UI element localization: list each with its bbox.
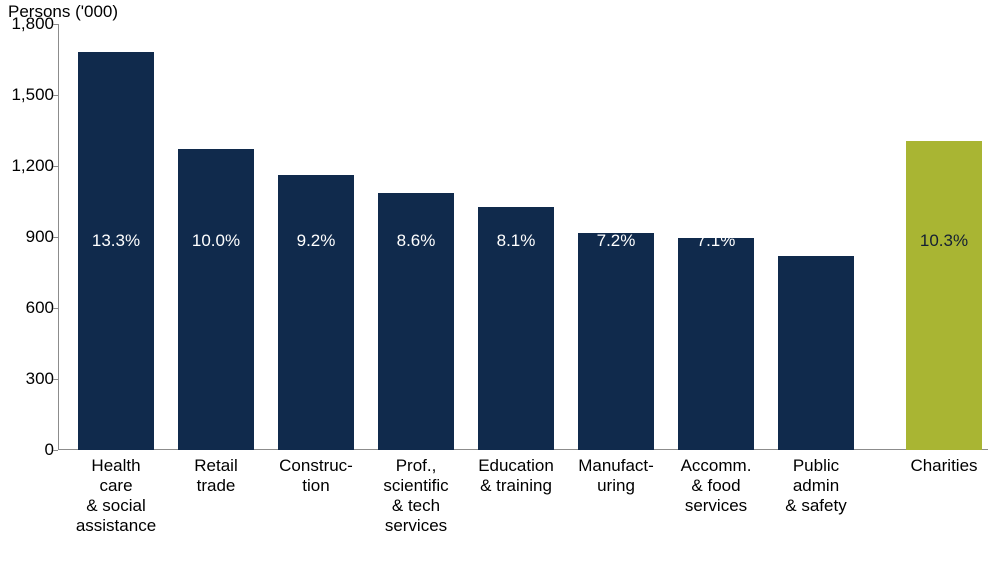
bar: [906, 141, 982, 450]
bar: [78, 52, 154, 450]
category-label: Retailtrade: [166, 456, 266, 496]
category-label: Accomm.& foodservices: [666, 456, 766, 516]
bar: [778, 256, 854, 450]
category-label: Publicadmin& safety: [766, 456, 866, 516]
y-tick-mark: [53, 24, 58, 25]
bar: [178, 149, 254, 450]
y-tick-label: 1,200: [4, 156, 54, 176]
bar: [578, 233, 654, 450]
y-tick-label: 900: [4, 227, 54, 247]
bar-percent-label: 6.5%: [778, 231, 854, 251]
bar: [478, 207, 554, 450]
y-tick-label: 1,500: [4, 85, 54, 105]
y-tick-label: 300: [4, 369, 54, 389]
bar: [678, 238, 754, 450]
plot-area: 13.3%10.0%9.2%8.6%8.1%7.2%7.1%6.5%10.3%: [58, 24, 988, 450]
y-tick-mark: [53, 379, 58, 380]
employment-bar-chart: Persons ('000) 0 300 600 900 1,200 1,500…: [0, 0, 1000, 563]
y-tick-label: 0: [4, 440, 54, 460]
category-label: Healthcare& socialassistance: [66, 456, 166, 536]
y-tick-mark: [53, 450, 58, 451]
y-tick-label: 600: [4, 298, 54, 318]
category-label: Construc-tion: [266, 456, 366, 496]
category-label: Charities: [894, 456, 994, 476]
bar: [378, 193, 454, 450]
y-tick-mark: [53, 166, 58, 167]
y-tick-mark: [53, 308, 58, 309]
y-tick-mark: [53, 237, 58, 238]
category-label: Manufact-uring: [566, 456, 666, 496]
y-tick-label: 1,800: [4, 14, 54, 34]
category-label: Education& training: [466, 456, 566, 496]
bar: [278, 175, 354, 450]
y-tick-mark: [53, 95, 58, 96]
category-label: Prof.,scientific& techservices: [366, 456, 466, 536]
